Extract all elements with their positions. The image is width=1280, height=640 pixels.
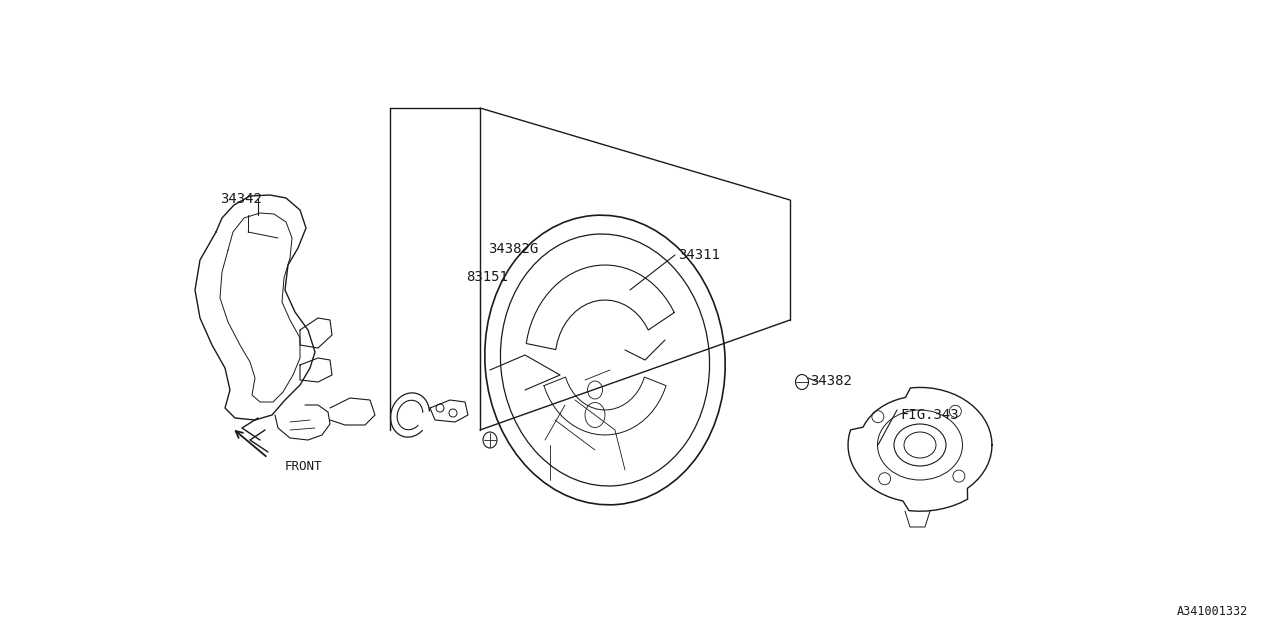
Text: A341001332: A341001332 (1176, 605, 1248, 618)
Text: 83151: 83151 (466, 270, 508, 284)
Text: 34382: 34382 (810, 374, 852, 388)
Text: 34311: 34311 (678, 248, 719, 262)
Text: 34342: 34342 (220, 192, 262, 206)
Text: FRONT: FRONT (285, 460, 323, 473)
Text: 34382G: 34382G (488, 242, 539, 256)
Text: FIG.343: FIG.343 (900, 408, 959, 422)
